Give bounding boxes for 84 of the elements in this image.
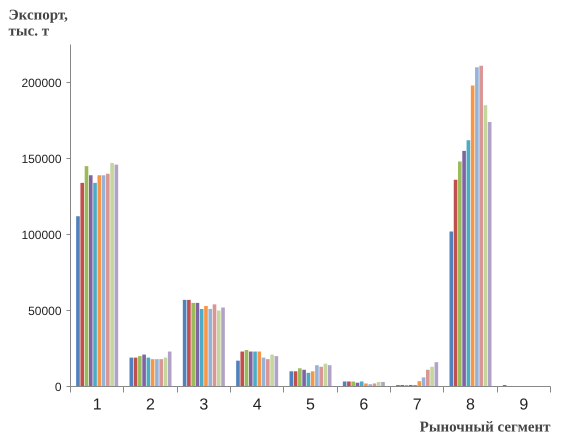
y-tick-label: 50000 — [28, 304, 62, 318]
bar — [76, 216, 80, 386]
bar — [289, 371, 294, 386]
bar — [454, 180, 458, 386]
bar — [138, 356, 142, 386]
bar — [191, 302, 195, 386]
bar — [479, 66, 483, 386]
bar — [372, 383, 376, 386]
bar — [470, 86, 474, 386]
bar — [80, 182, 84, 386]
bar — [466, 140, 470, 386]
bar — [159, 359, 163, 386]
bar — [488, 122, 492, 386]
x-tick-label: 2 — [146, 396, 156, 414]
bar — [200, 308, 204, 386]
bar — [212, 304, 216, 386]
bar — [129, 358, 134, 386]
bar — [262, 358, 266, 386]
bar — [146, 358, 150, 386]
y-tick-label: 150000 — [21, 152, 62, 166]
y-tick-label: 100000 — [21, 228, 62, 242]
bar — [244, 350, 248, 386]
x-tick-label: 5 — [306, 396, 316, 414]
bar — [182, 300, 186, 386]
bar — [93, 182, 97, 386]
bar — [270, 354, 274, 386]
bar — [302, 370, 306, 386]
bar — [155, 359, 159, 386]
bar — [196, 302, 200, 386]
bar — [88, 175, 93, 386]
bar — [475, 67, 479, 386]
bar — [208, 308, 212, 386]
x-tick-label: 9 — [519, 396, 528, 414]
bar — [324, 364, 328, 386]
bar — [216, 310, 221, 386]
bar — [134, 358, 138, 386]
bar — [168, 352, 172, 386]
bar — [150, 359, 154, 386]
bar — [274, 356, 278, 386]
bar — [240, 352, 244, 386]
bar — [310, 371, 314, 386]
bar — [236, 360, 240, 386]
bar — [204, 306, 208, 386]
bar — [106, 174, 110, 386]
bar — [315, 365, 319, 386]
bar — [142, 354, 146, 386]
bar — [319, 366, 323, 386]
bar — [114, 164, 118, 386]
x-tick-label: 7 — [412, 396, 422, 414]
y-tick-label: 200000 — [21, 76, 62, 90]
bar — [102, 175, 106, 386]
x-axis-title: Рыночный сегмент — [420, 420, 552, 436]
bar — [422, 377, 426, 386]
bar — [328, 365, 332, 386]
bar — [364, 383, 368, 386]
bar — [449, 231, 454, 386]
bar — [257, 352, 262, 386]
y-axis-title: Экспорт, тыс. т — [8, 8, 68, 40]
x-tick-label: 1 — [92, 396, 102, 414]
bar — [298, 368, 302, 386]
bar — [110, 163, 114, 386]
bar — [266, 359, 270, 386]
bar — [458, 162, 462, 386]
bar — [381, 382, 385, 386]
bar — [97, 175, 102, 386]
bar — [306, 372, 310, 386]
bar — [164, 358, 168, 386]
x-tick-label: 8 — [466, 396, 476, 414]
x-tick-label: 6 — [359, 396, 368, 414]
bar — [462, 150, 466, 386]
bar — [84, 166, 88, 386]
bar — [434, 362, 438, 386]
bar — [484, 105, 488, 386]
bar — [430, 366, 434, 386]
bar — [253, 352, 257, 386]
bar — [426, 370, 430, 386]
x-tick-label: 4 — [252, 396, 262, 414]
x-tick-label: 3 — [199, 396, 208, 414]
bar — [294, 371, 298, 386]
bar — [417, 381, 422, 386]
bar — [248, 352, 253, 386]
bar — [221, 307, 225, 386]
bar — [187, 300, 191, 386]
y-tick-label: 0 — [54, 380, 62, 394]
